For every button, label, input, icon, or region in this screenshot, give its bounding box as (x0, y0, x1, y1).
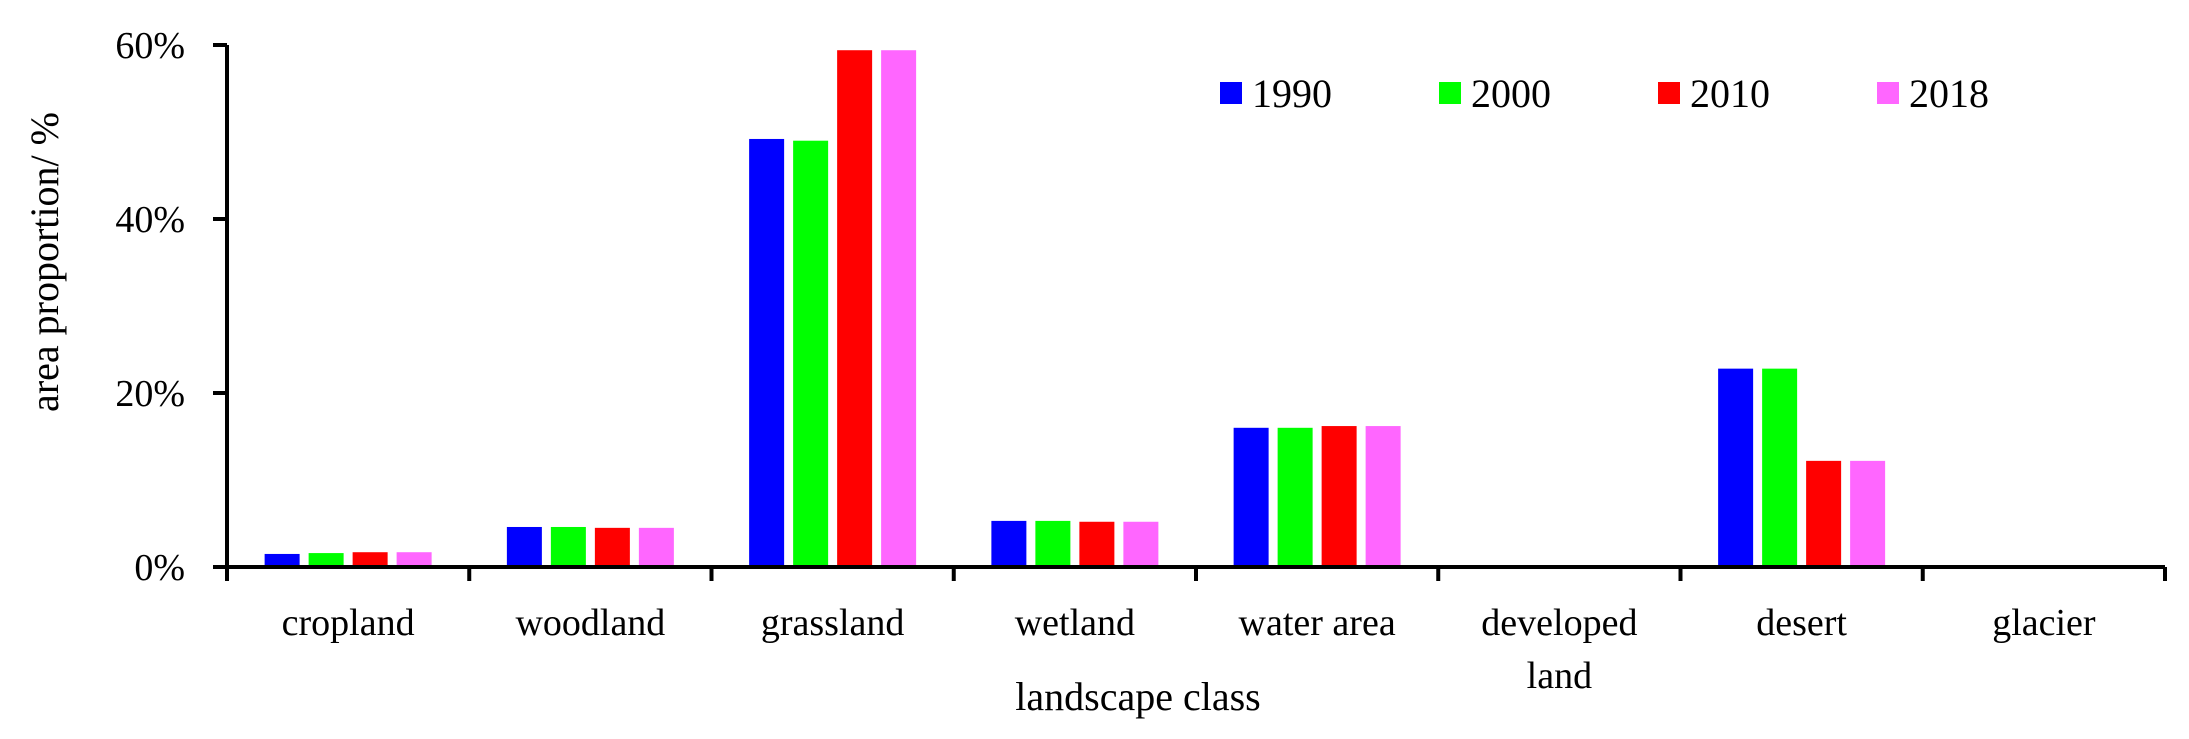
bar-desert-2010 (1806, 460, 1842, 567)
bar-cropland-2010 (352, 552, 388, 567)
bars-layer (264, 50, 1886, 568)
bar-wetland-2000 (1035, 520, 1071, 567)
bar-water-area-1990 (1233, 427, 1269, 567)
legend-label-2018: 2018 (1909, 71, 1989, 116)
x-tick-label: developed land (1481, 602, 1637, 697)
bar-water-area-2000 (1277, 427, 1313, 567)
bar-wetland-1990 (991, 520, 1027, 567)
bar-water-area-2010 (1321, 426, 1357, 567)
x-tick-label: cropland (282, 602, 415, 644)
bar-grassland-2018 (881, 50, 917, 568)
x-axis-title: landscape class (1015, 674, 1260, 719)
x-tick-label: wetland (1015, 602, 1135, 644)
x-tick-label: grassland (761, 602, 905, 644)
bar-grassland-2000 (793, 140, 829, 567)
legend-swatch-1990 (1220, 82, 1242, 104)
bar-cropland-2000 (308, 553, 344, 567)
bar-grassland-2010 (837, 50, 873, 568)
legend-label-2000: 2000 (1471, 71, 1551, 116)
bar-cropland-2018 (396, 552, 432, 567)
bar-desert-2018 (1850, 460, 1886, 567)
legend-label-1990: 1990 (1252, 71, 1332, 116)
bar-desert-1990 (1718, 368, 1754, 567)
bar-woodland-2018 (638, 527, 674, 567)
legend-swatch-2018 (1877, 82, 1899, 104)
legend-swatch-2000 (1439, 82, 1461, 104)
y-tick-label: 20% (115, 373, 185, 415)
y-tick-label: 40% (115, 199, 185, 241)
bar-woodland-2010 (594, 527, 630, 567)
bar-water-area-2018 (1365, 426, 1401, 567)
labels-layer: 0% 20% 40% 60% cropland woodland grassland wetl… (115, 25, 2096, 697)
y-tick-label: 0% (134, 547, 185, 589)
x-tick-label: water area (1239, 602, 1396, 644)
x-tick-label: woodland (515, 602, 665, 644)
bar-woodland-1990 (506, 526, 542, 567)
legend: 1990 2000 2010 2018 (1220, 71, 1989, 116)
x-tick-label: glacier (1992, 602, 2096, 644)
bar-wetland-2018 (1123, 521, 1159, 567)
legend-swatch-2010 (1658, 82, 1680, 104)
bar-desert-2000 (1762, 368, 1798, 567)
x-tick-label: desert (1756, 602, 1847, 644)
bar-grassland-1990 (749, 138, 785, 567)
bar-woodland-2000 (550, 526, 586, 567)
y-tick-label: 60% (115, 25, 185, 67)
y-axis-title: area proportion/ % (22, 112, 67, 412)
bar-wetland-2010 (1079, 521, 1115, 567)
legend-label-2010: 2010 (1690, 71, 1770, 116)
bar-cropland-1990 (264, 553, 300, 567)
axes-layer (213, 43, 2167, 581)
